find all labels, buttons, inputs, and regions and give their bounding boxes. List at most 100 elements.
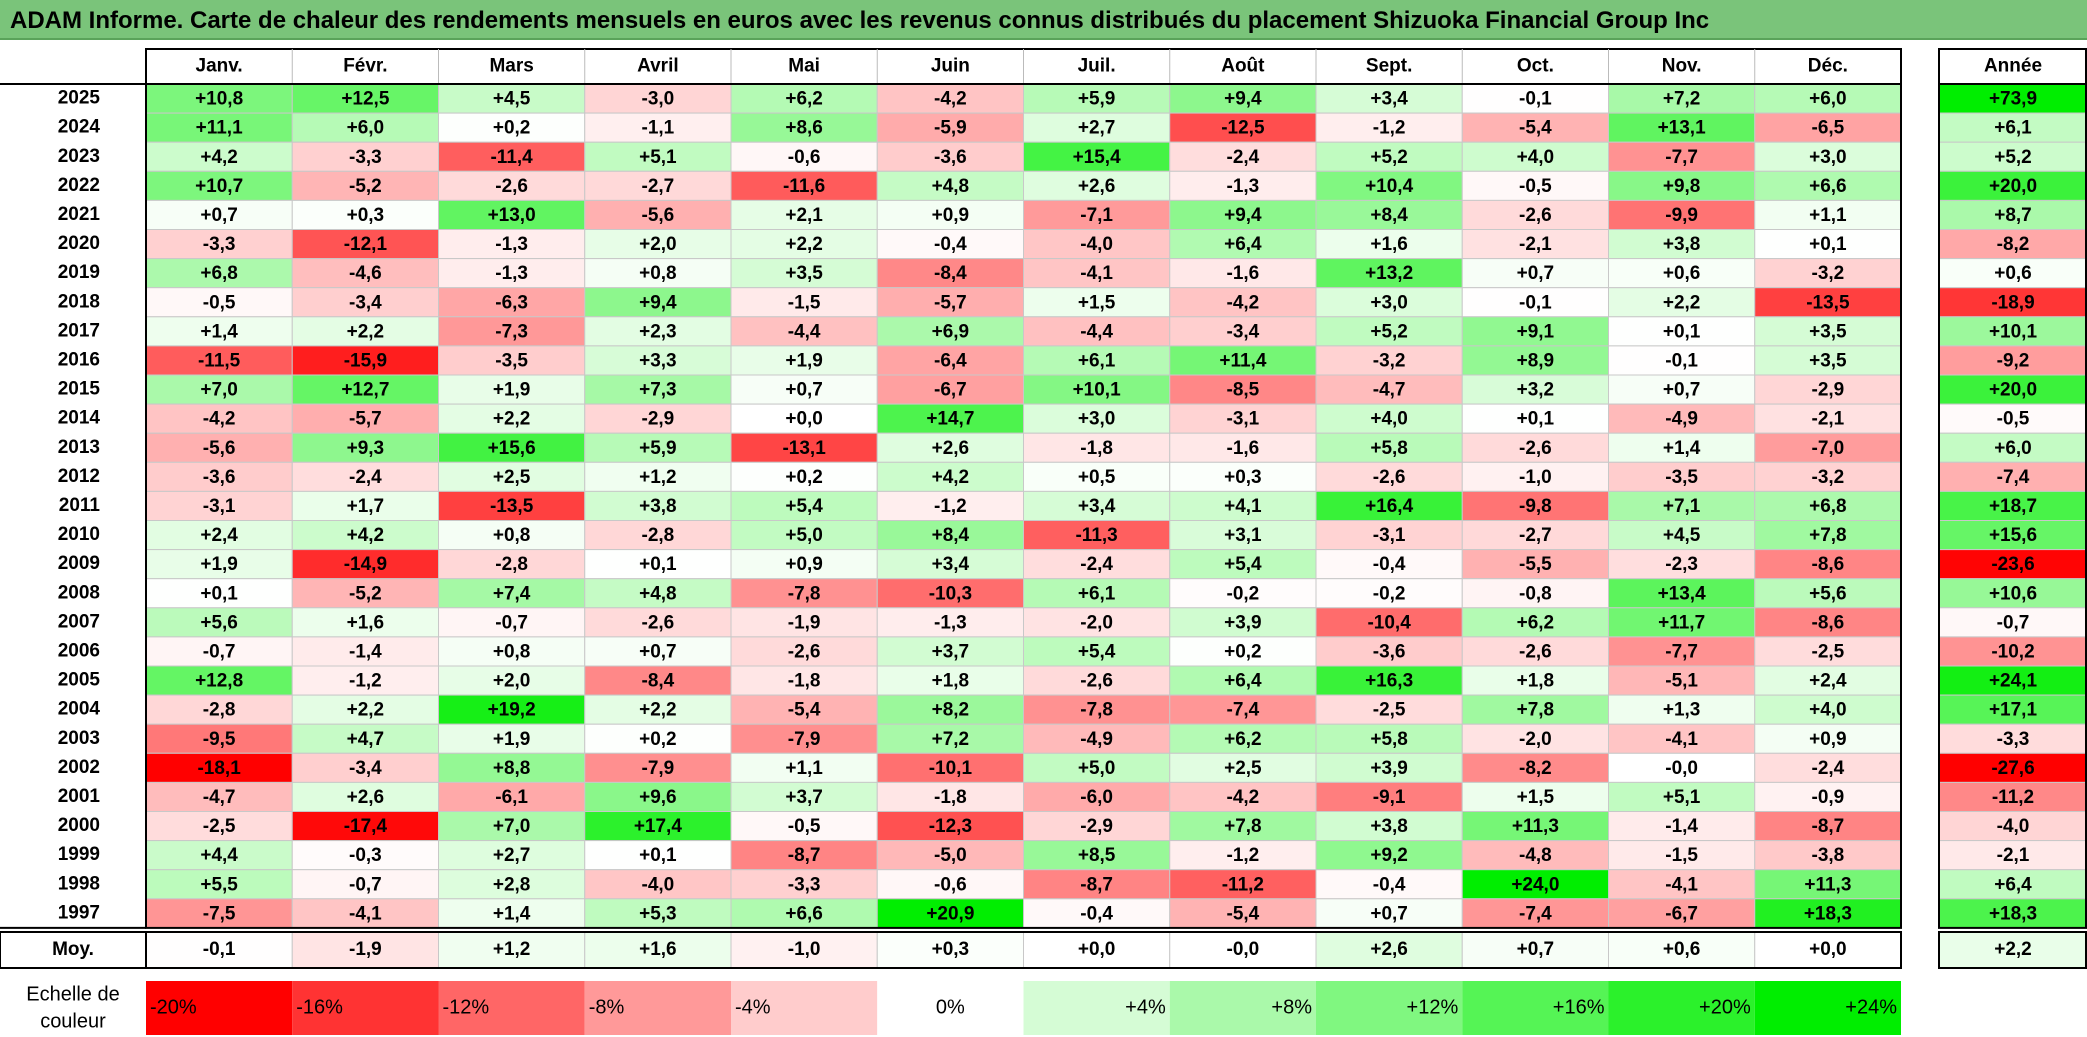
heatmap-cell-value: -0,4: [934, 234, 967, 255]
heatmap-cell-value: -2,6: [1080, 671, 1113, 692]
scale-swatch: [1316, 981, 1463, 1035]
annual-cell: [1938, 549, 2087, 580]
heatmap-cell-value: -5,7: [349, 409, 382, 430]
annual-cell: [1938, 374, 2087, 405]
heatmap-cell-value: -0,2: [1373, 583, 1406, 604]
heatmap-cell-value: -4,1: [1665, 729, 1698, 750]
heatmap-cell-value: +3,4: [932, 554, 970, 575]
heatmap-cell-value: -1,0: [1519, 467, 1552, 488]
heatmap-cell: [1315, 112, 1463, 143]
heatmap-cell-value: -14,9: [344, 554, 387, 575]
heatmap-cell-value: -12,3: [929, 816, 972, 837]
heatmap-cell: [1169, 578, 1317, 609]
heatmap-cell: [730, 287, 878, 318]
heatmap-cell-value: -5,7: [934, 292, 967, 313]
heatmap-cell-value: +7,0: [493, 816, 531, 837]
heatmap-cell: [438, 461, 586, 492]
row-year-label: 2007: [58, 611, 100, 632]
heatmap-cell: [730, 258, 878, 289]
heatmap-cell-value: -2,9: [1080, 816, 1113, 837]
heatmap-cell: [438, 869, 586, 900]
heatmap-cell-value: +1,9: [200, 554, 238, 575]
heatmap-cell-value: +0,9: [1809, 729, 1847, 750]
scale-swatch: [1023, 981, 1170, 1035]
heatmap-cell-value: +12,5: [341, 89, 390, 110]
heatmap-cell-value: -10,1: [929, 758, 973, 779]
heatmap-cell-value: -0,5: [1519, 176, 1552, 197]
row-year-label: 2005: [58, 670, 101, 691]
average-cell: [1461, 931, 1609, 969]
heatmap-cell-value: -5,6: [642, 205, 675, 226]
heatmap-cell: [1608, 607, 1756, 638]
heatmap-cell-value: +1,9: [785, 350, 823, 371]
heatmap-cell-value: +0,7: [200, 205, 238, 226]
heatmap-cell-value: -3,6: [934, 147, 967, 168]
heatmap-cell-value: +1,3: [1663, 700, 1701, 721]
heatmap-cell-value: +1,5: [1517, 787, 1555, 808]
heatmap-cell-value: -0,5: [203, 292, 236, 313]
heatmap-cell-value: -8,6: [1812, 554, 1845, 575]
heatmap-cell-value: -7,5: [203, 903, 236, 924]
heatmap-cell: [1169, 170, 1317, 201]
heatmap-cell: [1754, 83, 1902, 114]
heatmap-cell: [1169, 898, 1317, 929]
heatmap-cell-value: +0,2: [639, 729, 677, 750]
row-year-label: 2022: [58, 175, 100, 196]
annual-cell-value: +20,0: [1989, 380, 2037, 401]
heatmap-cell-value: +5,2: [1370, 321, 1408, 342]
heatmap-cell: [438, 811, 586, 842]
heatmap-cell-value: -1,4: [349, 641, 382, 662]
heatmap-cell-value: +0,1: [1663, 321, 1701, 342]
row-year-label: 2018: [58, 291, 100, 312]
heatmap-cell-value: +8,8: [493, 758, 531, 779]
heatmap-cell: [1169, 781, 1317, 813]
annual-cell-value: -0,7: [1997, 612, 2030, 633]
heatmap-cell-value: -3,4: [1227, 321, 1260, 342]
average-cell: [1023, 931, 1171, 969]
heatmap-cell: [584, 141, 732, 172]
scale-swatch: [1754, 981, 1901, 1035]
heatmap-cell: [1461, 229, 1609, 260]
heatmap-cell-value: -6,0: [1080, 787, 1113, 808]
heatmap-cell-value: +5,4: [785, 496, 823, 517]
heatmap-cell-value: +0,1: [1517, 409, 1555, 430]
heatmap-cell: [584, 345, 732, 376]
scale-swatch-label: -8%: [589, 996, 625, 1018]
heatmap-cell: [1315, 840, 1463, 871]
scale-swatch-label: +4%: [1125, 996, 1166, 1018]
column-header-5: Juin: [931, 56, 970, 77]
heatmap-cell-value: -3,2: [1373, 350, 1406, 371]
heatmap-cell-value: +1,9: [493, 380, 531, 401]
heatmap-cell: [584, 549, 732, 580]
heatmap-cell: [1461, 840, 1609, 871]
heatmap-cell-value: -7,7: [1665, 147, 1698, 168]
heatmap-cell: [1754, 199, 1902, 230]
heatmap-cell-value: +6,2: [785, 89, 823, 110]
heatmap-cell-value: -1,6: [1227, 263, 1260, 284]
annual-cell-value: +6,4: [1994, 874, 2032, 895]
annual-cell: [1938, 752, 2087, 783]
heatmap-cell: [438, 578, 586, 609]
heatmap-cell-value: -7,1: [1080, 205, 1113, 226]
heatmap-cell: [438, 840, 586, 871]
heatmap-cell-value: +11,3: [1804, 874, 1851, 895]
heatmap-cell-value: +2,5: [493, 467, 531, 488]
heatmap-cell: [291, 229, 439, 260]
heatmap-cell-value: -7,4: [1519, 903, 1552, 924]
annual-cell-value: -7,4: [1997, 467, 2030, 488]
heatmap-cell-value: -0,6: [934, 874, 967, 895]
heatmap-cell-value: +6,8: [200, 263, 238, 284]
heatmap-cell-value: +3,0: [1370, 292, 1408, 313]
scale-swatch: [731, 981, 878, 1035]
heatmap-cell-value: -1,3: [495, 234, 528, 255]
heatmap-cell: [1315, 199, 1463, 230]
heatmap-cell-value: +8,4: [1370, 205, 1408, 226]
heatmap-cell-value: +1,4: [493, 903, 531, 924]
row-year-label: 2010: [58, 524, 100, 545]
heatmap-cell-value: +1,4: [1663, 438, 1701, 459]
heatmap-cell-value: -6,4: [934, 350, 967, 371]
heatmap-cell-value: +0,1: [639, 554, 677, 575]
heatmap-cell-value: +3,9: [1224, 612, 1262, 633]
heatmap-cell: [584, 229, 732, 260]
heatmap-cell-value: +0,2: [785, 467, 823, 488]
